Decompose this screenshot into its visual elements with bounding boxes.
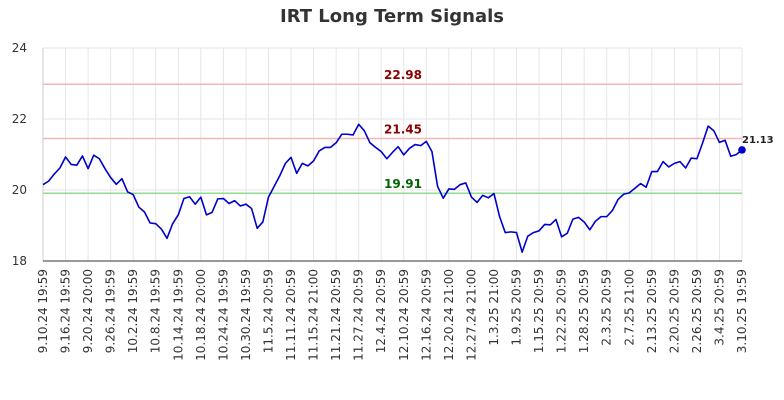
last-value-point <box>738 146 746 154</box>
y-tick-label: 20 <box>12 183 27 197</box>
y-tick-label: 22 <box>12 112 27 126</box>
x-tick-label: 11.11.24 20:59 <box>284 269 298 361</box>
x-tick-label: 2.13.25 20:59 <box>645 269 659 353</box>
x-tick-label: 2.7.25 21:00 <box>622 269 636 346</box>
x-tick-label: 12.10.24 20:59 <box>397 269 411 361</box>
last-value-label: 21.13 <box>742 135 774 146</box>
x-tick-label: 11.15.24 21:00 <box>307 269 321 361</box>
y-tick-label: 18 <box>12 254 27 268</box>
x-tick-label: 12.27.24 21:00 <box>464 269 478 361</box>
x-tick-label: 12.20.24 21:00 <box>442 269 456 361</box>
x-tick-label: 1.22.25 20:59 <box>555 269 569 353</box>
x-tick-label: 1.15.25 20:59 <box>532 269 546 353</box>
x-tick-label: 9.20.24 20:00 <box>81 269 95 353</box>
reference-line-label: 21.45 <box>384 123 422 137</box>
x-tick-label: 10.18.24 20:00 <box>194 269 208 361</box>
x-tick-label: 3.4.25 20:59 <box>712 269 726 346</box>
x-tick-label: 2.3.25 20:59 <box>600 269 614 346</box>
x-tick-label: 11.27.24 20:59 <box>352 269 366 361</box>
x-tick-label: 10.30.24 19:59 <box>239 269 253 361</box>
x-tick-label: 3.10.25 19:59 <box>735 269 749 353</box>
x-tick-label: 10.24.24 19:59 <box>216 269 230 361</box>
x-tick-label: 11.21.24 20:59 <box>329 269 343 361</box>
reference-line-label: 22.98 <box>384 68 422 82</box>
x-tick-label: 1.3.25 21:00 <box>487 269 501 346</box>
chart-title: IRT Long Term Signals <box>280 6 504 27</box>
x-tick-label: 10.14.24 19:59 <box>171 269 185 361</box>
x-tick-label: 12.16.24 20:59 <box>419 269 433 361</box>
x-tick-label: 10.8.24 19:59 <box>149 269 163 353</box>
x-tick-label: 2.20.25 20:59 <box>667 269 681 353</box>
y-tick-label: 24 <box>12 41 27 55</box>
reference-line-label: 19.91 <box>384 177 422 191</box>
x-tick-label: 12.4.24 20:59 <box>374 269 388 353</box>
series-line <box>42 123 743 253</box>
x-tick-label: 9.26.24 19:59 <box>104 269 118 353</box>
x-tick-label: 2.26.25 20:59 <box>690 269 704 353</box>
x-tick-label: 1.9.25 20:59 <box>510 269 524 346</box>
x-tick-label: 9.16.24 19:59 <box>59 269 73 353</box>
x-tick-label: 9.10.24 19:59 <box>36 269 50 353</box>
x-tick-label: 10.2.24 19:59 <box>126 269 140 353</box>
x-tick-label: 11.5.24 20:59 <box>261 269 275 353</box>
x-tick-label: 1.28.25 20:59 <box>577 269 591 353</box>
